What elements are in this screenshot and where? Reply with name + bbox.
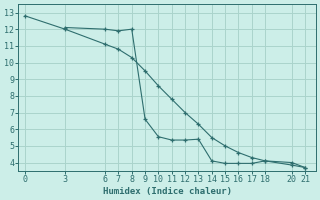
X-axis label: Humidex (Indice chaleur): Humidex (Indice chaleur): [103, 187, 232, 196]
